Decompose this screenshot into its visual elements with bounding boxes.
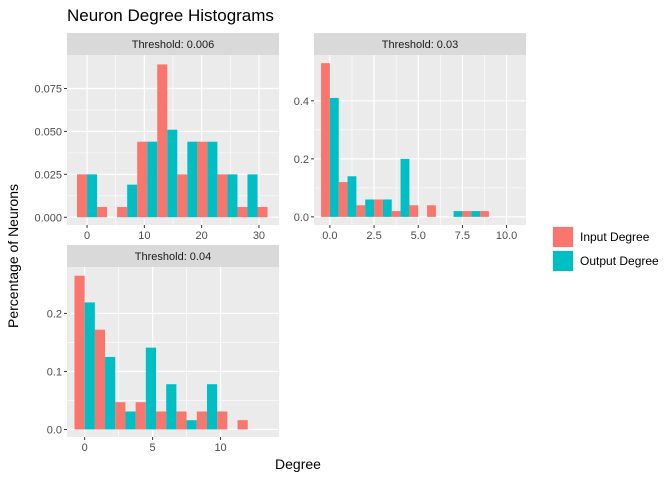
input-degree-bar	[374, 199, 383, 217]
x-tick-label: 2.5	[366, 230, 381, 242]
facet-strip	[67, 245, 279, 267]
input-degree-bar	[115, 402, 126, 430]
output-degree-bar	[166, 384, 177, 430]
output-degree-bar	[147, 141, 158, 218]
input-degree-bar	[197, 141, 208, 218]
output-degree-bar	[365, 199, 375, 217]
output-degree-bar	[207, 141, 218, 218]
x-axis-title: Degree	[275, 456, 321, 472]
output-degree-bar	[186, 420, 197, 430]
y-tick-label: 0.2	[294, 154, 309, 166]
input-degree-bar	[217, 174, 228, 218]
input-degree-bar	[156, 411, 167, 430]
y-tick-label: 0.000	[34, 212, 62, 224]
output-degree-bar	[187, 141, 198, 218]
output-degree-bar	[247, 174, 258, 218]
facet-strip-label: Threshold: 0.04	[135, 251, 211, 263]
input-degree-bar	[409, 205, 419, 217]
y-tick-label: 0.0	[47, 424, 62, 436]
input-degree-bar	[77, 174, 88, 218]
input-degree-bar	[427, 205, 436, 217]
output-degree-bar	[87, 174, 98, 218]
y-tick-label: 0.0	[294, 212, 309, 224]
x-tick-label: 10.0	[496, 230, 517, 242]
output-degree-bar	[227, 174, 238, 218]
output-degree-bar	[145, 347, 157, 430]
facet-strip-label: Threshold: 0.03	[382, 39, 458, 51]
x-tick-label: 0.0	[322, 230, 337, 242]
output-degree-bar	[453, 211, 463, 217]
input-degree-bar	[356, 205, 366, 217]
y-tick-label: 0.1	[47, 366, 62, 378]
input-degree-bar	[237, 206, 248, 218]
input-degree-bar	[391, 211, 401, 217]
output-degree-bar	[105, 356, 116, 430]
y-axis-title: Percentage of Neurons	[5, 184, 21, 328]
y-tick-label: 0.4	[294, 96, 309, 108]
input-degree-bar	[257, 206, 268, 218]
output-degree-bar	[167, 129, 178, 218]
input-degree-bar	[117, 206, 128, 218]
facet-strip	[67, 33, 279, 55]
y-tick-label: 0.050	[34, 126, 62, 138]
x-tick-label: 7.5	[455, 230, 470, 242]
input-degree-bar	[462, 211, 472, 217]
input-degree-bar	[480, 211, 489, 217]
input-degree-bar	[237, 420, 248, 430]
input-degree-bar	[177, 174, 188, 218]
output-degree-bar	[400, 158, 410, 217]
x-tick-label: 5.0	[411, 230, 426, 242]
x-tick-label: 10	[214, 442, 226, 454]
input-degree-bar	[338, 182, 348, 217]
input-degree-bar	[217, 411, 228, 430]
input-degree-bar	[137, 141, 148, 218]
output-degree-bar	[206, 384, 218, 430]
facet-panel-3: Threshold: 0.04 0.0 0.1 0.2 0 5 10	[47, 245, 279, 454]
input-degree-bar	[97, 206, 108, 218]
x-tick-label: 5	[150, 442, 156, 454]
output-degree-bar	[347, 176, 357, 217]
facet-panel-1: Threshold: 0.006 0.000 0.025 0.050 0.075 0 10 2…	[34, 33, 279, 242]
legend-label: Input Degree	[580, 230, 650, 244]
facet-panel-2: Threshold: 0.03 0.0 0.2 0.4 0.0 2.5 5.0 7.5 10.0	[294, 33, 526, 242]
x-tick-label: 10	[138, 230, 150, 242]
facet-strip	[314, 33, 526, 55]
input-degree-bar	[157, 64, 168, 218]
output-degree-bar	[329, 97, 339, 217]
x-tick-label: 0	[82, 442, 88, 454]
y-tick-label: 0.2	[47, 308, 62, 320]
output-degree-bar	[125, 411, 136, 430]
output-degree-bar	[84, 302, 95, 430]
x-tick-label: 30	[253, 230, 265, 242]
input-degree-bar	[321, 63, 330, 217]
x-tick-label: 0	[84, 230, 90, 242]
facet-strip-label: Threshold: 0.006	[132, 39, 215, 51]
output-degree-bar	[471, 211, 481, 217]
legend: Input Degree Output Degree	[552, 226, 659, 272]
input-degree-bar	[196, 411, 207, 430]
y-tick-label: 0.075	[34, 83, 62, 95]
x-tick-label: 20	[196, 230, 208, 242]
output-degree-bar	[127, 184, 138, 218]
input-degree-bar	[94, 329, 106, 430]
chart-title: Neuron Degree Histograms	[67, 6, 274, 25]
y-tick-label: 0.025	[34, 169, 62, 181]
input-degree-bar	[74, 275, 85, 430]
legend-label: Output Degree	[580, 254, 659, 268]
input-degree-bar	[135, 402, 146, 430]
legend-key-swatch	[553, 227, 573, 247]
input-degree-bar	[176, 411, 187, 430]
legend-key-swatch	[553, 251, 573, 271]
output-degree-bar	[382, 199, 392, 217]
